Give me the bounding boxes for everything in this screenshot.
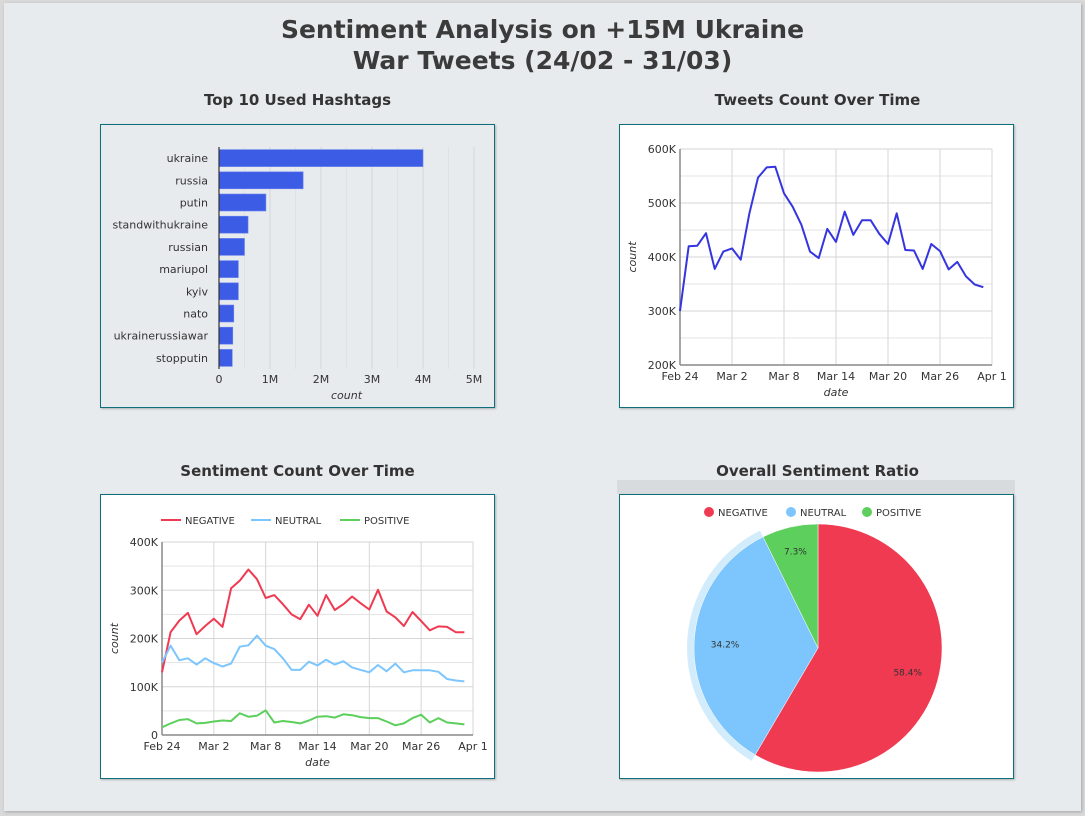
sentiment-chart-title: Sentiment Count Over Time [180, 462, 415, 480]
y-tick-label: 300K [648, 305, 677, 318]
y-axis-label: count [108, 622, 121, 654]
bar-ukraine [218, 149, 424, 167]
legend-dot-positive [862, 507, 872, 517]
x-tick-label: Mar 26 [402, 740, 440, 753]
y-tick-label: 400K [648, 251, 677, 264]
category-label: russian [168, 241, 208, 254]
slice-positive [762, 523, 819, 649]
x-tick-label: 4M [415, 373, 432, 386]
series-line-neutral [161, 634, 465, 683]
sentiment-line-chart: 0 100K 200K 300K 400K Feb 24 Mar 2 Mar 8 Mar 14 M… [108, 516, 488, 769]
category-label: ukraine [167, 152, 209, 165]
ratio-chart-title: Overall Sentiment Ratio [716, 462, 919, 480]
bar-russian [218, 238, 245, 256]
series-line-negative [161, 568, 465, 673]
x-tick-label: Mar 26 [921, 370, 959, 383]
sentiment-pie-chart: 58.4% 34.2% 7.3% NEGATIVE NEUTRAL POSITIVE [687, 507, 943, 773]
slice-label-neutral: 34.2% [711, 641, 740, 651]
category-label: nato [183, 308, 208, 321]
y-tick-label: 400K [130, 536, 159, 549]
legend-label-negative: NEGATIVE [718, 508, 768, 519]
tweets-chart-panel[interactable]: 200K 300K 400K 500K 600K Feb 24 Mar 2 Mar 8 Mar … [619, 124, 1014, 408]
bar-mariupol [218, 260, 239, 278]
bar-russia [218, 171, 304, 190]
x-tick-label: 1M [262, 373, 279, 386]
y-tick-label: 0 [151, 729, 158, 742]
category-label: ukrainerussiawar [114, 330, 209, 343]
x-tick-label: Feb 24 [144, 740, 181, 753]
y-tick-label: 200K [130, 633, 159, 646]
slice-label-negative: 58.4% [893, 668, 922, 678]
ratio-chart-header-band [617, 480, 1015, 494]
category-label: russia [175, 174, 208, 187]
category-label: putin [180, 197, 208, 210]
slice-neutral [693, 536, 819, 756]
x-tick-label: Mar 2 [716, 370, 747, 383]
tweets-chart-title: Tweets Count Over Time [714, 91, 921, 109]
y-tick-label: 500K [648, 197, 677, 210]
category-label: standwithukraine [113, 219, 209, 232]
slice-label-positive: 7.3% [784, 547, 807, 557]
hashtags-chart-title: Top 10 Used Hashtags [203, 91, 392, 109]
x-axis-label: count [331, 389, 363, 402]
hashtags-chart-panel[interactable]: ukraine russia putin standwithukraine russia… [100, 124, 495, 408]
y-tick-label: 600K [648, 143, 677, 156]
y-tick-label: 300K [130, 584, 159, 597]
dashboard-title-line-2: War Tweets (24/02 - 31/03) [352, 46, 733, 75]
hashtags-bar-chart: ukraine russia putin standwithukraine russia… [113, 147, 483, 402]
legend-label-neutral: NEUTRAL [800, 508, 847, 519]
bar-kyiv [218, 282, 239, 301]
legend-label-positive: POSITIVE [364, 516, 409, 527]
x-axis-label: date [824, 386, 849, 399]
category-label: stopputin [156, 352, 208, 365]
x-tick-label: Mar 8 [768, 370, 799, 383]
x-tick-label: Apr 1 [977, 370, 1007, 383]
bar-nato [218, 304, 235, 323]
x-tick-label: Mar 14 [817, 370, 855, 383]
x-tick-label: Mar 2 [198, 740, 229, 753]
x-tick-label: Mar 20 [869, 370, 907, 383]
x-tick-label: 0 [216, 373, 223, 386]
sentiment-chart-panel[interactable]: 0 100K 200K 300K 400K Feb 24 Mar 2 Mar 8 Mar 14 M… [100, 494, 495, 779]
x-tick-label: Feb 24 [662, 370, 699, 383]
slice-negative [754, 523, 943, 773]
y-tick-label: 100K [130, 681, 159, 694]
series-line-count [679, 165, 984, 312]
category-label: kyiv [186, 285, 209, 298]
ratio-chart-panel[interactable]: 58.4% 34.2% 7.3% NEGATIVE NEUTRAL POSITIVE [619, 494, 1014, 779]
x-tick-label: Apr 1 [458, 740, 488, 753]
bar-putin [218, 193, 267, 212]
bar-ukrainerussiawar [218, 326, 234, 345]
x-tick-label: 2M [313, 373, 330, 386]
tweets-line-chart: 200K 300K 400K 500K 600K Feb 24 Mar 2 Mar 8 Mar … [626, 143, 1007, 399]
category-label: mariupol [159, 263, 208, 276]
x-tick-label: Mar 20 [350, 740, 388, 753]
y-tick-label: 200K [648, 359, 677, 372]
legend-dot-neutral [786, 507, 796, 517]
series-line-positive [161, 709, 465, 729]
x-tick-label: Mar 8 [250, 740, 281, 753]
legend-dot-negative [704, 507, 714, 517]
x-tick-label: Mar 14 [298, 740, 336, 753]
legend-label-negative: NEGATIVE [185, 516, 235, 527]
dashboard-title-line-1: Sentiment Analysis on +15M Ukraine [280, 15, 805, 44]
dashboard-title: Sentiment Analysis on +15M Ukraine War T… [0, 14, 1085, 76]
y-axis-label: count [626, 241, 639, 273]
x-tick-label: 5M [466, 373, 483, 386]
legend-label-neutral: NEUTRAL [275, 516, 322, 527]
bar-standwithukraine [218, 215, 249, 234]
x-axis-label: date [305, 756, 330, 769]
x-tick-label: 3M [364, 373, 381, 386]
legend-label-positive: POSITIVE [876, 508, 921, 519]
bar-stopputin [218, 349, 233, 367]
